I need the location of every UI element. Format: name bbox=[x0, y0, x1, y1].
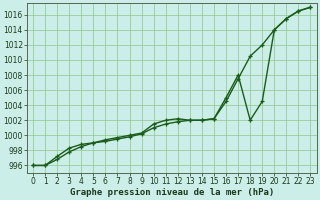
X-axis label: Graphe pression niveau de la mer (hPa): Graphe pression niveau de la mer (hPa) bbox=[70, 188, 274, 197]
